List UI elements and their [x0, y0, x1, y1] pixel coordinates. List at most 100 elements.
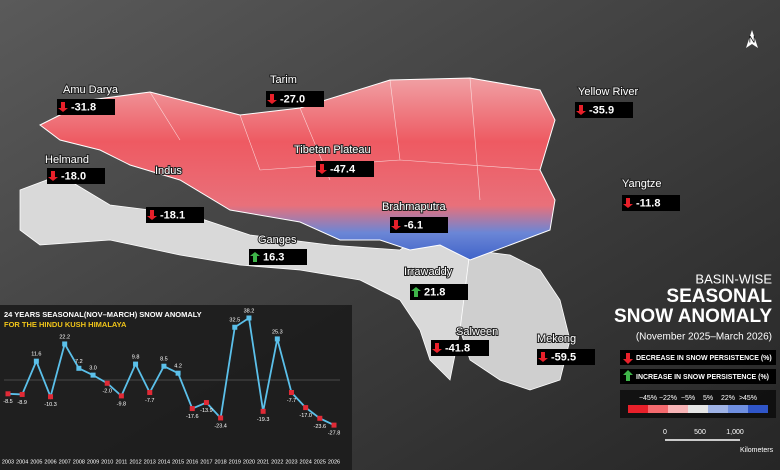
- legend-decrease: DECREASE IN SNOW PERSISTENCE (%): [636, 355, 772, 362]
- data-point: [203, 400, 209, 406]
- basin-name: Yellow River: [578, 86, 638, 98]
- inset-chart-box: [0, 305, 352, 470]
- badge-box: [390, 217, 448, 233]
- x-tick-label: 2019: [229, 459, 241, 465]
- north-arrow: N: [746, 30, 758, 48]
- data-label: -2.0: [102, 389, 111, 395]
- scale-bar: 0 500 1,000 Kilometers: [663, 429, 774, 454]
- x-tick-label: 2004: [16, 459, 28, 465]
- scale-tick: 500: [694, 429, 706, 436]
- data-label: -17.6: [186, 414, 199, 420]
- scale-tick: 1,000: [726, 429, 744, 436]
- basin-name: Amu Darya: [63, 84, 119, 96]
- badge-value: -59.5: [551, 351, 576, 363]
- data-point: [90, 372, 96, 378]
- scale-swatch: [688, 405, 708, 413]
- badge-arrow: [623, 198, 633, 208]
- data-point: [189, 406, 195, 412]
- data-label: 22.2: [59, 334, 70, 340]
- inset-title-2: FOR THE HINDU KUSH HIMALAYA: [4, 320, 127, 329]
- x-tick-label: 2012: [129, 459, 141, 465]
- badge-box: [249, 249, 307, 265]
- legend-increase: INCREASE IN SNOW PERSISTENCE (%): [636, 374, 769, 381]
- data-point: [260, 408, 266, 414]
- increase-arrow: [623, 370, 633, 381]
- x-tick-label: 2016: [186, 459, 198, 465]
- x-tick-label: 2014: [158, 459, 170, 465]
- data-label: -7.7: [287, 398, 296, 404]
- data-label: 25.3: [272, 329, 283, 335]
- data-label: 7.2: [75, 359, 83, 365]
- basin-name: Indus: [155, 165, 182, 177]
- x-tick-label: 2015: [172, 459, 184, 465]
- badge-value: -47.4: [330, 163, 356, 175]
- data-point: [33, 358, 39, 364]
- scale-tick: 0: [663, 429, 667, 436]
- data-point: [274, 336, 280, 342]
- x-tick-label: 2017: [200, 459, 212, 465]
- badge-arrow: [58, 102, 68, 112]
- data-point: [317, 415, 323, 421]
- scale-swatch: [708, 405, 728, 413]
- badge-value: -41.8: [445, 342, 470, 354]
- data-label: 8.5: [160, 357, 168, 363]
- basin-name: Tarim: [270, 74, 297, 86]
- basin-badge: -18.1: [146, 207, 204, 223]
- legend-increase-box: [620, 369, 776, 384]
- inset-title-1: 24 YEARS SEASONAL(NOV–MARCH) SNOW ANOMAL…: [4, 310, 202, 319]
- data-point: [147, 389, 153, 395]
- data-point: [104, 380, 110, 386]
- basin-badge: -11.8: [622, 195, 680, 211]
- x-tick-label: 2018: [214, 459, 226, 465]
- badge-box: [431, 340, 489, 356]
- data-point: [331, 422, 337, 428]
- badge-box: [57, 99, 115, 115]
- data-label: 9.8: [132, 355, 140, 361]
- badge-arrow: [267, 94, 277, 104]
- title-line-1: SEASONAL: [666, 286, 772, 307]
- period: (November 2025–March 2026): [636, 332, 772, 343]
- x-tick-label: 2010: [101, 459, 113, 465]
- badge-arrow: [538, 352, 548, 362]
- badge-box: [316, 161, 374, 177]
- basin-name: Salween: [456, 326, 498, 338]
- x-tick-label: 2021: [257, 459, 269, 465]
- badge-box: [47, 168, 105, 184]
- x-tick-label: 2006: [44, 459, 56, 465]
- badge-box: [146, 207, 204, 223]
- north-label: N: [749, 34, 756, 44]
- x-tick-label: 2023: [285, 459, 297, 465]
- data-label: -13.9: [200, 408, 213, 414]
- color-scale: −45% −22% −5% 5% 22% >45%: [628, 395, 768, 413]
- anomaly-line: [7, 316, 335, 426]
- scale-swatch: [728, 405, 748, 413]
- data-label: 4.2: [174, 364, 182, 370]
- legend-decrease-box: [620, 350, 776, 365]
- x-tick-label: 2013: [144, 459, 156, 465]
- scale-unit: Kilometers: [740, 447, 774, 454]
- inset-chart: -8.5 2003 -8.9 2004 11.6 2005 -10.3 2006 22.2 200…: [2, 308, 340, 465]
- badge-arrow: [48, 171, 58, 181]
- badge-value: -6.1: [404, 219, 423, 231]
- basin-name: Brahmaputra: [382, 201, 446, 213]
- x-tick-label: 2011: [115, 459, 127, 465]
- x-tick-label: 2020: [243, 459, 255, 465]
- data-point: [19, 391, 25, 397]
- north-arrow-icon: [746, 30, 758, 48]
- x-tick-label: 2024: [300, 459, 312, 465]
- data-label: -8.9: [17, 400, 26, 406]
- basin-name: Yangtze: [622, 178, 662, 190]
- data-point: [62, 341, 68, 347]
- data-label: 11.6: [31, 352, 41, 358]
- decrease-arrow: [623, 353, 633, 364]
- scale-swatch: [748, 405, 768, 413]
- badge-value: -11.8: [636, 197, 660, 209]
- basin-name: Tibetan Plateau: [294, 144, 371, 156]
- data-label: -10.3: [44, 402, 57, 408]
- data-point: [133, 361, 139, 367]
- badge-value: -27.0: [280, 93, 305, 105]
- badge-box: [622, 195, 680, 211]
- scale-label: >45%: [739, 395, 757, 402]
- data-point: [246, 315, 252, 321]
- scale-swatch: [648, 405, 668, 413]
